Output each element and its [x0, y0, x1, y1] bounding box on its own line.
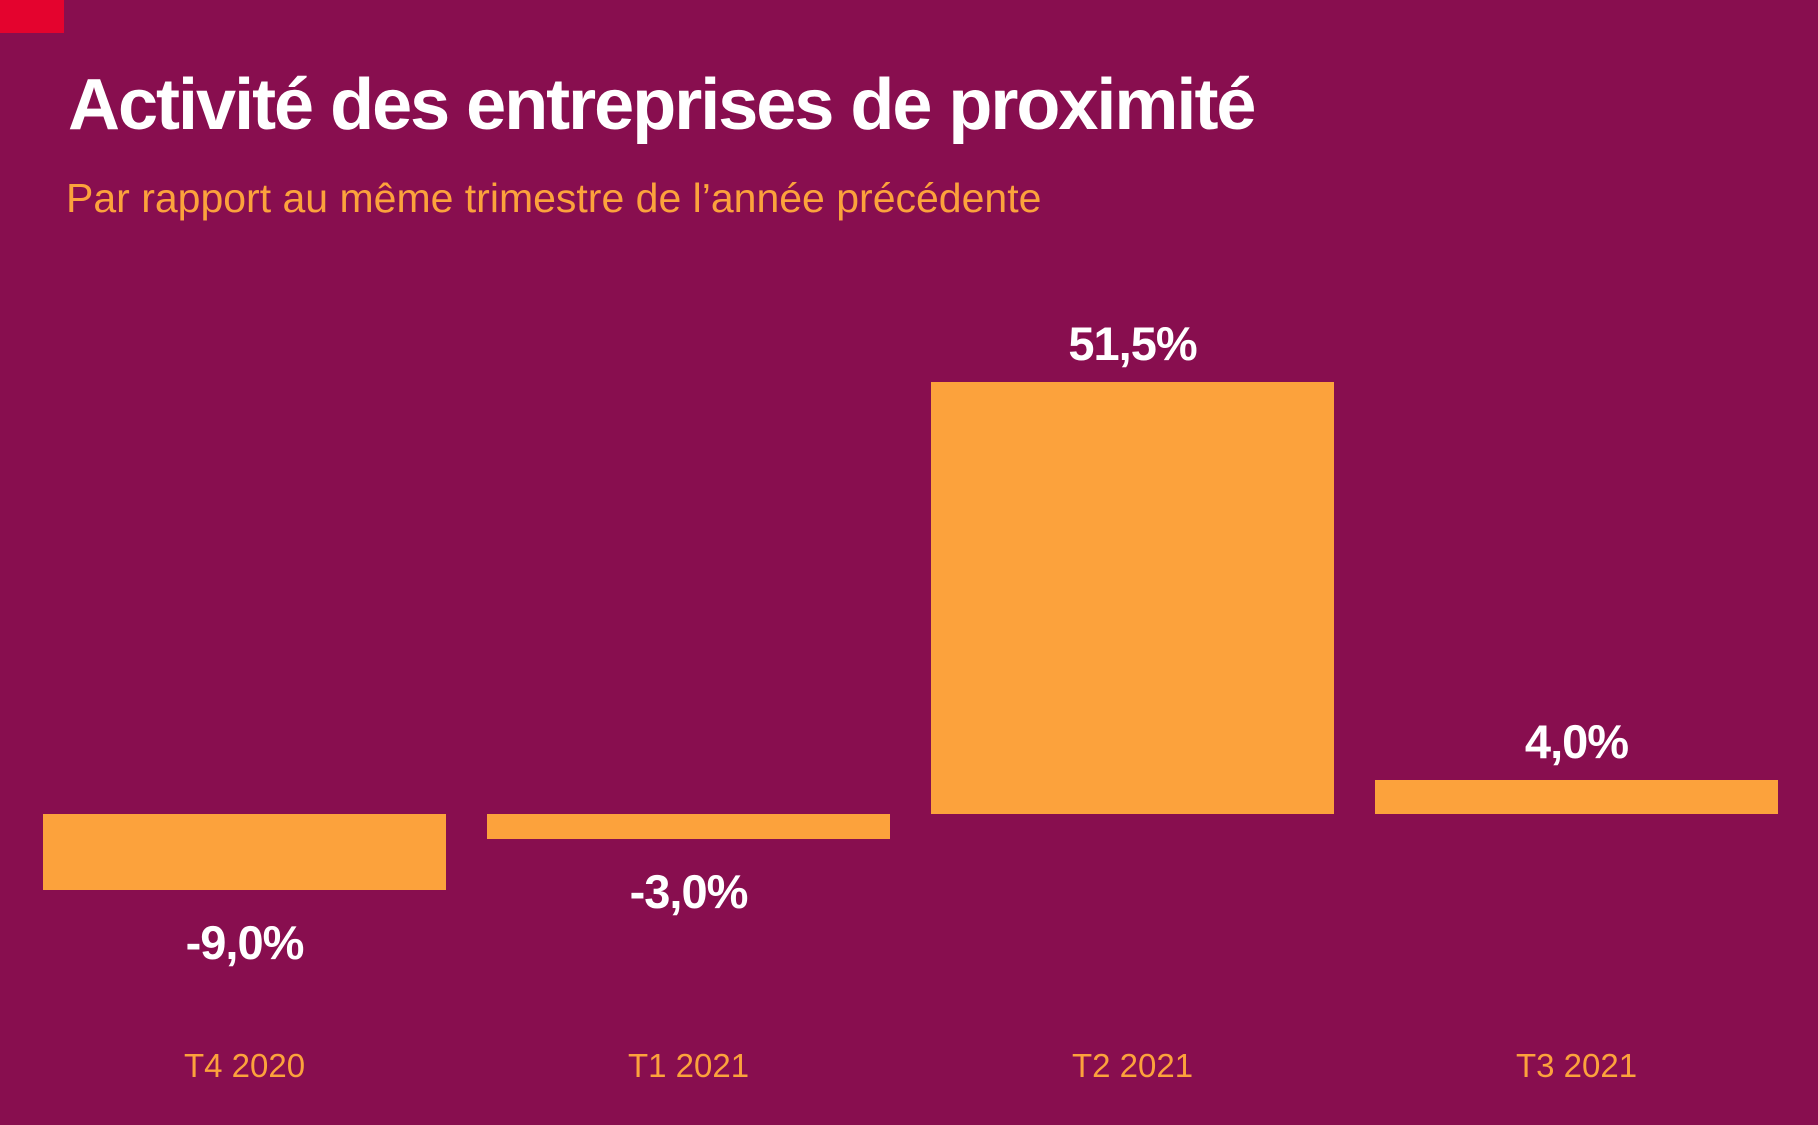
bar-t3-2021 — [1375, 780, 1778, 814]
bar-t2-2021 — [931, 382, 1334, 814]
category-label-t4-2020: T4 2020 — [183, 1047, 306, 1084]
value-label-t4-2020: -9,0% — [185, 916, 305, 969]
chart-subtitle: Par rapport au même trimestre de l’année… — [66, 175, 1042, 221]
category-label-t1-2021: T1 2021 — [627, 1047, 750, 1084]
bar-t4-2020 — [43, 814, 446, 890]
category-label-t3-2021: T3 2021 — [1515, 1047, 1638, 1084]
chart-title: Activité des entreprises de proximité — [68, 65, 1256, 145]
value-label-t1-2021: -3,0% — [629, 865, 749, 918]
value-label-t3-2021: 4,0% — [1524, 715, 1629, 768]
category-label-t2-2021: T2 2021 — [1071, 1047, 1194, 1084]
brand-corner-mark — [0, 0, 64, 33]
value-label-t2-2021: 51,5% — [1068, 317, 1197, 370]
bar-t1-2021 — [487, 814, 890, 839]
